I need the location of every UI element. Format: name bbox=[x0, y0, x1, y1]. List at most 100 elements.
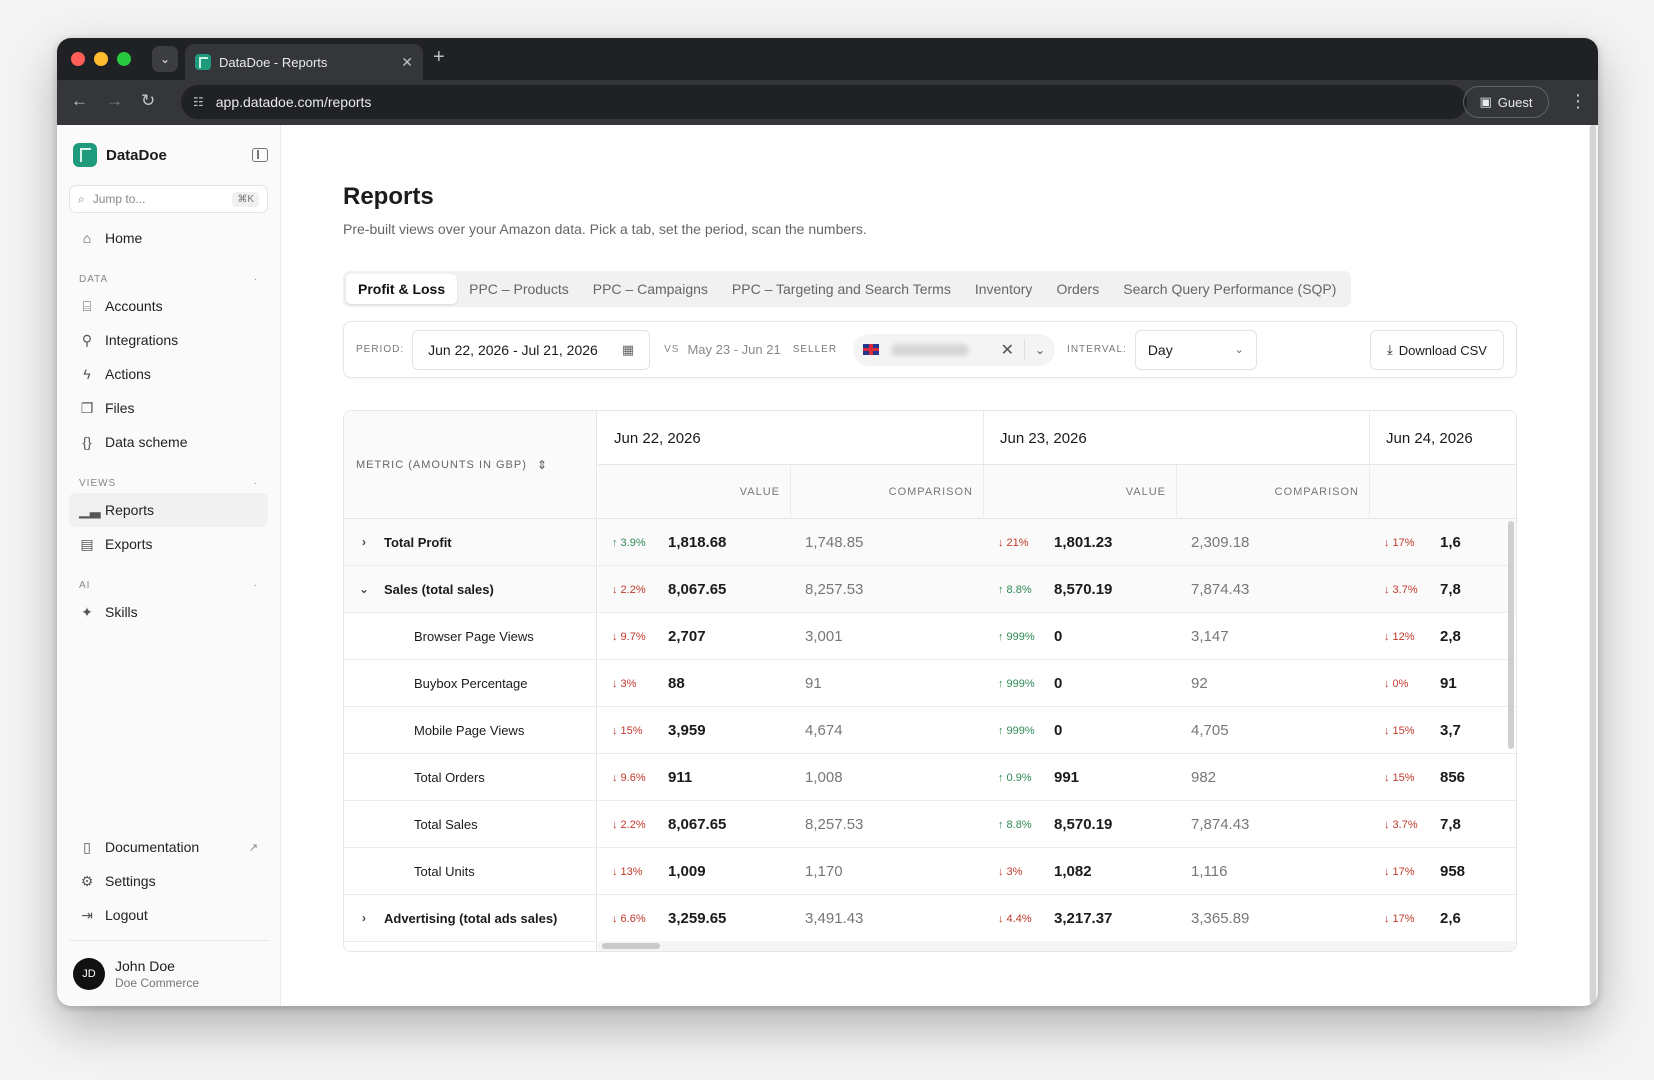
value-text: 1,801.23 bbox=[1054, 534, 1113, 551]
sidebar-item-actions[interactable]: ϟ Actions bbox=[69, 357, 268, 391]
user-name: John Doe bbox=[115, 957, 175, 974]
user-org: Doe Commerce bbox=[115, 975, 200, 990]
sort-icon[interactable]: ⇕ bbox=[536, 457, 548, 472]
tab-profit-loss[interactable]: Profit & Loss bbox=[346, 274, 458, 304]
value-text: 3,959 bbox=[668, 722, 706, 739]
value-cell: ↓ 21% 1,801.23 bbox=[998, 519, 1112, 566]
page-scrollbar[interactable] bbox=[1589, 125, 1598, 1005]
chevron-right-icon[interactable]: › bbox=[362, 911, 366, 925]
chevron-down-icon[interactable]: ⌄ bbox=[358, 582, 370, 596]
value-cell: ↓ 9.7% 2,707 bbox=[612, 613, 706, 660]
seller-select[interactable]: ✕ ⌄ bbox=[853, 333, 1056, 366]
sidebar-item-settings[interactable]: ⚙ Settings bbox=[69, 864, 268, 898]
sidebar-item-skills[interactable]: ✦ Skills bbox=[69, 595, 268, 629]
tab-ppc-targeting[interactable]: PPC – Targeting and Search Terms bbox=[731, 281, 951, 297]
sidebar-item-files[interactable]: ❐ Files bbox=[69, 391, 268, 425]
metric-row[interactable]: › Advertising (total ads sales) bbox=[344, 895, 596, 942]
period-value: Jun 22, 2026 - Jul 21, 2026 bbox=[428, 341, 598, 358]
value-text: 8,067.65 bbox=[668, 816, 727, 833]
section-toggle-icon[interactable]: · bbox=[253, 477, 258, 489]
chevron-down-icon[interactable]: ⌄ bbox=[1034, 342, 1046, 357]
interval-select[interactable]: Day ⌄ bbox=[1134, 329, 1257, 370]
logout-icon: ⇥ bbox=[81, 906, 93, 923]
jump-placeholder: Jump to... bbox=[92, 192, 146, 206]
sidebar-item-home[interactable]: ⌂ Home bbox=[69, 221, 268, 255]
value-cell: ↓ 3% 1,082 bbox=[998, 848, 1092, 895]
period-picker[interactable]: Jun 22, 2026 - Jul 21, 2026 ▦ bbox=[412, 329, 651, 370]
table-row: ↓ 2.2% 8,067.65 8,257.53 ↑ 8.8% 8,570.19 7,87… bbox=[598, 566, 1516, 613]
sidebar-item-reports[interactable]: ▁▃ Reports bbox=[69, 493, 268, 527]
sidebar-item-exports[interactable]: ▤ Exports bbox=[69, 527, 268, 561]
new-tab-button[interactable]: + bbox=[433, 46, 445, 68]
table-horizontal-scrollbar[interactable] bbox=[598, 941, 1516, 951]
user-profile[interactable]: JD John Doe Doe Commerce bbox=[69, 940, 268, 1006]
browser-menu-icon[interactable]: ⋮ bbox=[1569, 91, 1587, 111]
browser-tab[interactable]: DataDoe - Reports ✕ bbox=[185, 44, 423, 80]
sidebar-item-integrations[interactable]: ⚲ Integrations bbox=[69, 323, 268, 357]
forward-icon[interactable]: → bbox=[106, 91, 123, 110]
filter-bar: PERIOD: Jun 22, 2026 - Jul 21, 2026 ▦ VS… bbox=[343, 321, 1517, 378]
sidebar-item-label: Actions bbox=[105, 366, 151, 382]
sidebar-item-label: Accounts bbox=[105, 298, 163, 314]
sidebar-bottom: ▯ Documentation ↗ ⚙ Settings ⇥ Logout JD… bbox=[69, 830, 268, 1006]
main-content: Reports Pre-built views over your Amazon… bbox=[281, 125, 1598, 1006]
download-label: Download CSV bbox=[1398, 342, 1487, 358]
gear-icon: ⚙ bbox=[80, 872, 94, 889]
comparison-column-header: COMPARISON bbox=[791, 465, 984, 519]
download-csv-button[interactable]: ⤓ Download CSV bbox=[1370, 330, 1504, 370]
sidebar-item-documentation[interactable]: ▯ Documentation ↗ bbox=[69, 830, 268, 864]
value-text: 1,818.68 bbox=[668, 534, 727, 551]
metric-row: Buybox Percentage bbox=[344, 660, 596, 707]
collapse-sidebar-icon[interactable] bbox=[252, 148, 268, 162]
value-text: 3,259.65 bbox=[668, 910, 727, 927]
divider bbox=[1023, 339, 1025, 360]
delta-badge: ↑ 999% bbox=[998, 630, 1035, 643]
value-text: 3,217.37 bbox=[1054, 910, 1113, 927]
value-cell: ↓ 3.7% 7,8 bbox=[1384, 801, 1461, 848]
tab-ppc-campaigns[interactable]: PPC – Campaigns bbox=[592, 281, 708, 297]
close-tab-icon[interactable]: ✕ bbox=[401, 53, 413, 70]
value-cell: ↓ 3.7% 7,8 bbox=[1384, 566, 1461, 613]
sidebar-item-accounts[interactable]: ⌸ Accounts bbox=[69, 289, 268, 323]
chevron-right-icon[interactable]: › bbox=[362, 535, 366, 549]
close-window-button[interactable] bbox=[71, 52, 85, 66]
table-vertical-scrollbar[interactable] bbox=[1508, 521, 1514, 749]
maximize-window-button[interactable] bbox=[117, 52, 131, 66]
delta-badge: ↑ 8.8% bbox=[998, 818, 1032, 831]
metric-header[interactable]: METRIC (AMOUNTS IN GBP) ⇕ bbox=[344, 411, 596, 519]
clear-seller-icon[interactable]: ✕ bbox=[1000, 341, 1014, 359]
delta-badge: ↓ 9.7% bbox=[612, 630, 646, 643]
tab-inventory[interactable]: Inventory bbox=[974, 281, 1033, 297]
delta-badge: ↓ 3% bbox=[612, 677, 637, 690]
uk-flag-icon bbox=[863, 344, 880, 355]
metric-row[interactable]: › Total Profit bbox=[344, 519, 596, 566]
value-cell: ↓ 2.2% 8,067.65 bbox=[612, 801, 726, 848]
tab-orders[interactable]: Orders bbox=[1056, 281, 1100, 297]
value-cell: ↑ 999% 0 bbox=[998, 707, 1062, 754]
delta-badge: ↓ 3.7% bbox=[1384, 818, 1418, 831]
sidebar-item-logout[interactable]: ⇥ Logout bbox=[69, 898, 268, 932]
metric-row[interactable]: ⌄ Sales (total sales) bbox=[344, 566, 596, 613]
sidebar-item-data-scheme[interactable]: {} Data scheme bbox=[69, 425, 268, 459]
address-bar[interactable]: ☷ app.datadoe.com/reports bbox=[181, 85, 1467, 119]
value-text: 0 bbox=[1054, 628, 1063, 645]
tab-sqp[interactable]: Search Query Performance (SQP) bbox=[1123, 281, 1337, 297]
tab-search-button[interactable]: ⌄ bbox=[152, 46, 178, 72]
section-toggle-icon[interactable]: · bbox=[253, 579, 258, 591]
back-icon[interactable]: ← bbox=[71, 91, 88, 110]
reload-icon[interactable]: ↻ bbox=[141, 91, 156, 110]
app: DataDoe ⌕ Jump to... ⌘K ⌂ Home DATA · ⌸ A… bbox=[57, 125, 1598, 1006]
tab-ppc-products[interactable]: PPC – Products bbox=[469, 281, 569, 297]
metric-column: METRIC (AMOUNTS IN GBP) ⇕ › Total Profit ⌄… bbox=[344, 411, 597, 951]
site-settings-icon[interactable]: ☷ bbox=[193, 95, 204, 109]
url-text: app.datadoe.com/reports bbox=[215, 94, 372, 110]
data-area: Jun 22, 2026 Jun 23, 2026 Jun 24, 2026 V… bbox=[598, 411, 1516, 951]
guest-profile-button[interactable]: ▣ Guest bbox=[1463, 86, 1549, 118]
delta-badge: ↓ 15% bbox=[1384, 724, 1415, 737]
section-label-ai: AI · bbox=[69, 575, 268, 595]
minimize-window-button[interactable] bbox=[94, 52, 108, 66]
jump-to-search[interactable]: ⌕ Jump to... ⌘K bbox=[69, 185, 268, 213]
sparkle-icon: ✦ bbox=[81, 603, 93, 620]
delta-badge: ↓ 17% bbox=[1384, 865, 1415, 878]
section-toggle-icon[interactable]: · bbox=[253, 273, 258, 285]
